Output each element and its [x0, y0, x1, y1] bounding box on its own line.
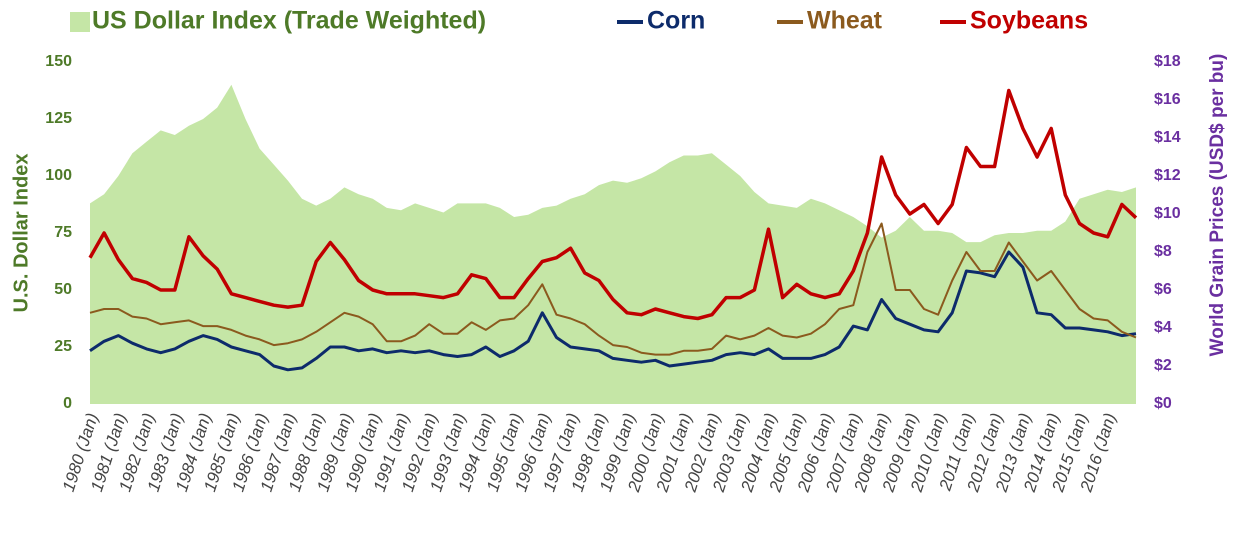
line [88, 88, 1138, 321]
legend-label: US Dollar Index (Trade Weighted) [92, 7, 486, 35]
y2-tick-label: $10 [1154, 205, 1181, 222]
y-axis-label: U.S. Dollar Index [10, 154, 32, 313]
legend-label: Soybeans [970, 7, 1088, 35]
line [89, 250, 1137, 372]
y-tick-label: 125 [45, 110, 72, 127]
legend-label: Corn [647, 7, 705, 35]
area [90, 84, 1136, 405]
y2-tick-label: $18 [1154, 53, 1181, 70]
y2-tick-label: $8 [1154, 243, 1172, 260]
y2-tick-label: $14 [1154, 129, 1181, 146]
y-tick-label: 150 [45, 53, 72, 70]
line [89, 222, 1137, 356]
y-tick-label: 50 [54, 281, 72, 298]
y2-axis-label: World Grain Prices (USD$ per bu) [1207, 54, 1228, 357]
legend-label: Wheat [807, 7, 883, 35]
legend-swatch [70, 12, 90, 32]
y2-tick-label: $16 [1154, 91, 1181, 108]
y2-tick-label: $0 [1154, 395, 1172, 412]
y2-tick-label: $4 [1154, 319, 1172, 336]
y2-tick-label: $2 [1154, 357, 1172, 374]
y-tick-label: 0 [63, 395, 72, 412]
y-tick-label: 100 [45, 167, 72, 184]
y-tick-label: 25 [54, 338, 72, 355]
y-tick-label: 75 [54, 224, 72, 241]
y2-tick-label: $6 [1154, 281, 1172, 298]
y2-tick-label: $12 [1154, 167, 1181, 184]
